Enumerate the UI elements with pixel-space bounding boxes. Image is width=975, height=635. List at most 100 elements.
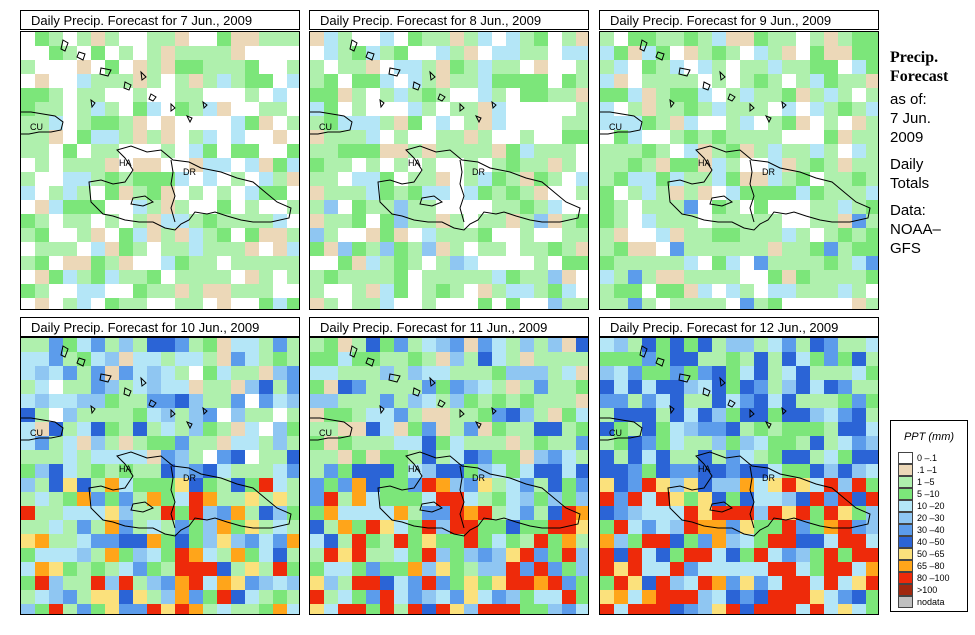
data-label: Data:	[890, 202, 926, 219]
legend-label: 5 –10	[917, 489, 940, 499]
bahamas-island-outline	[655, 357, 665, 367]
bahamas-island-outline	[365, 51, 375, 61]
bahamas-island-outline	[491, 406, 497, 416]
bahamas-island-outline	[781, 406, 787, 416]
forecast-map-7-jun: CU HA DR	[20, 31, 300, 310]
legend-swatch	[898, 512, 913, 524]
asof-date: 7 Jun.	[890, 110, 931, 127]
sidebar-heading-2: Forecast	[890, 68, 949, 85]
data-source-2: GFS	[890, 240, 921, 257]
bahamas-island-outline	[388, 67, 401, 77]
legend-swatch	[898, 500, 913, 512]
hispaniola-outline	[377, 145, 581, 231]
sidebar-info: Precip. Forecast as of: 7 Jun. 2009 Dail…	[890, 48, 975, 258]
bahamas-island-outline	[491, 100, 497, 110]
legend-swatch	[898, 476, 913, 488]
bahamas-island-outline	[429, 70, 436, 81]
bahamas-island-outline	[474, 421, 482, 430]
bahamas-island-outline	[437, 399, 446, 408]
bahamas-island-outline	[123, 81, 132, 91]
legend-swatch	[898, 452, 913, 464]
bahamas-island-outline	[719, 376, 726, 387]
haiti-dr-border	[749, 159, 755, 223]
panel-title-10-jun: Daily Precip. Forecast for 10 Jun., 2009	[20, 317, 300, 337]
panel-title-11-jun: Daily Precip. Forecast for 11 Jun., 2009	[309, 317, 589, 337]
forecast-map-8-jun: CU HA DR	[309, 31, 589, 310]
country-label-haiti: HA	[408, 464, 421, 474]
bahamas-island-outline	[669, 404, 675, 415]
bahamas-island-outline	[148, 399, 157, 408]
bahamas-island-outline	[379, 404, 385, 415]
data-source: NOAA–	[890, 221, 941, 238]
legend-swatch	[898, 572, 913, 584]
precip-grid: CU HA DR	[310, 338, 588, 614]
gonave-island-outline	[709, 195, 734, 207]
bahamas-island-outline	[639, 39, 648, 52]
bahamas-island-outline	[90, 404, 96, 415]
cuba-outline	[310, 417, 353, 441]
country-label-haiti: HA	[119, 464, 132, 474]
bahamas-island-outline	[429, 376, 436, 387]
bahamas-island-outline	[678, 373, 691, 383]
gonave-island-outline	[419, 195, 444, 207]
bahamas-island-outline	[76, 51, 86, 61]
country-label-haiti: HA	[119, 158, 132, 168]
legend-label: 65 –80	[917, 561, 945, 571]
bahamas-island-outline	[202, 406, 208, 416]
legend-label: >100	[917, 585, 938, 595]
bahamas-island-outline	[719, 70, 726, 81]
haiti-dr-border	[170, 159, 176, 223]
panel-title-7-jun: Daily Precip. Forecast for 7 Jun., 2009	[20, 10, 300, 30]
bahamas-island-outline	[727, 93, 736, 102]
country-label-haiti: HA	[408, 158, 421, 168]
bahamas-island-outline	[702, 387, 711, 397]
country-label-cuba: CU	[609, 122, 622, 132]
hispaniola-outline	[667, 451, 871, 537]
bahamas-island-outline	[99, 373, 112, 383]
legend-label: 80 –100	[917, 573, 950, 583]
panel-title-12-jun: Daily Precip. Forecast for 12 Jun., 2009	[599, 317, 879, 337]
forecast-map-12-jun: CU HA DR	[599, 337, 879, 615]
legend-swatch	[898, 584, 913, 596]
gonave-island-outline	[130, 501, 155, 513]
country-label-cuba: CU	[319, 122, 332, 132]
bahamas-island-outline	[170, 408, 176, 418]
bahamas-island-outline	[764, 421, 772, 430]
ppt-legend: PPT (mm) 0 –.1 .1 –1 1 –5 5 –10 10 –20 20 –30…	[890, 420, 968, 612]
bahamas-island-outline	[379, 98, 385, 109]
country-label-dominican-republic: DR	[762, 167, 775, 177]
bahamas-island-outline	[202, 100, 208, 110]
bahamas-island-outline	[749, 102, 755, 112]
country-label-haiti: HA	[698, 158, 711, 168]
bahamas-island-outline	[185, 421, 193, 430]
bahamas-island-outline	[437, 93, 446, 102]
legend-swatch	[898, 560, 913, 572]
cuba-outline	[21, 417, 64, 441]
gonave-island-outline	[130, 195, 155, 207]
country-label-dominican-republic: DR	[472, 473, 485, 483]
cuba-outline	[21, 111, 64, 135]
bahamas-island-outline	[365, 357, 375, 367]
legend-label: 20 –30	[917, 513, 945, 523]
legend-swatch	[898, 464, 913, 476]
precip-grid: CU HA DR	[21, 338, 299, 614]
precip-grid: CU HA DR	[600, 32, 878, 309]
forecast-map-9-jun: CU HA DR	[599, 31, 879, 310]
hispaniola-outline	[88, 451, 292, 537]
bahamas-island-outline	[781, 100, 787, 110]
cuba-outline	[600, 417, 643, 441]
panel-title-9-jun: Daily Precip. Forecast for 9 Jun., 2009	[599, 10, 879, 30]
legend-swatch	[898, 548, 913, 560]
bahamas-island-outline	[459, 408, 465, 418]
panel-title-8-jun: Daily Precip. Forecast for 8 Jun., 2009	[309, 10, 589, 30]
haiti-dr-border	[749, 465, 755, 529]
bahamas-island-outline	[655, 51, 665, 61]
bahamas-island-outline	[727, 399, 736, 408]
asof-year: 2009	[890, 129, 924, 146]
forecast-map-10-jun: CU HA DR	[20, 337, 300, 615]
legend-label: 40 –50	[917, 537, 945, 547]
legend-label: 30 –40	[917, 525, 945, 535]
bahamas-island-outline	[60, 39, 69, 52]
country-label-cuba: CU	[30, 428, 43, 438]
bahamas-island-outline	[669, 98, 675, 109]
